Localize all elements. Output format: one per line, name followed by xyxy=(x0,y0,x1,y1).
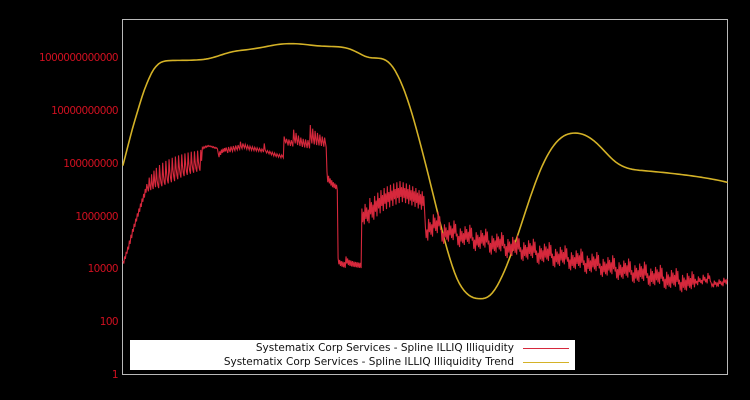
series-line-illiquidity xyxy=(122,125,728,293)
y-tick-label: 100 xyxy=(99,316,119,329)
y-tick-label: 1000000 xyxy=(75,210,118,223)
series-canvas xyxy=(122,20,728,374)
y-tick-label: 10000 xyxy=(87,263,119,276)
plot-area xyxy=(122,19,728,375)
y-axis: 1 100 10000 1000000 100000000 10000000000 1000… xyxy=(0,0,119,400)
legend-swatch-illiquidity xyxy=(523,347,569,349)
legend-entry: Systematix Corp Services - Spline ILLIQ … xyxy=(130,355,575,369)
legend: Systematix Corp Services - Spline ILLIQ … xyxy=(130,340,575,370)
series-line-trend xyxy=(122,42,728,300)
legend-entry: Systematix Corp Services - Spline ILLIQ … xyxy=(130,341,575,355)
y-tick-label: 1 xyxy=(111,369,119,381)
y-tick-label: 100000000 xyxy=(63,157,118,170)
y-tick-label: 1000000000000 xyxy=(38,52,119,65)
chart-svg xyxy=(122,42,728,300)
y-tick-label: 10000000000 xyxy=(51,104,118,117)
legend-label-trend: Systematix Corp Services - Spline ILLIQ … xyxy=(223,356,514,368)
legend-swatch-trend xyxy=(523,361,569,363)
legend-label-illiquidity: Systematix Corp Services - Spline ILLIQ … xyxy=(255,342,514,354)
